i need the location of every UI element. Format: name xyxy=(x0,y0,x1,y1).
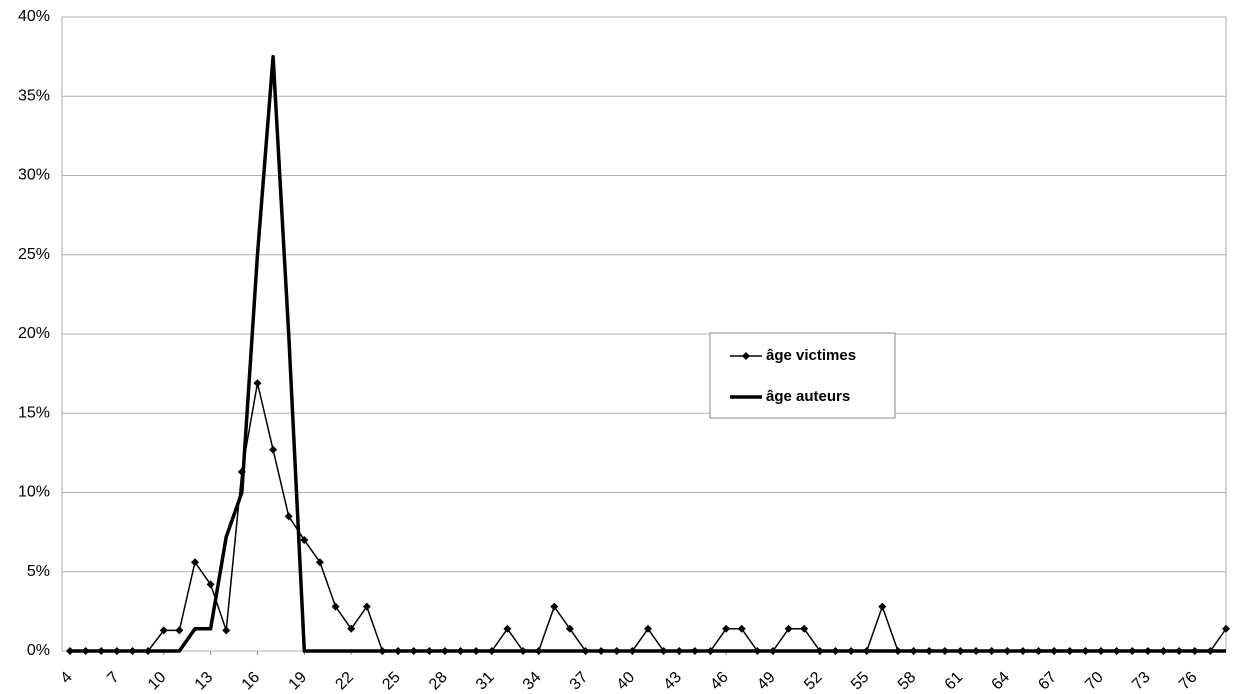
x-tick-label: 58 xyxy=(895,669,920,694)
x-tick-label: 25 xyxy=(379,669,404,694)
x-tick-label: 61 xyxy=(942,669,967,694)
legend: âge victimes âge auteurs xyxy=(709,332,896,419)
legend-label: âge auteurs xyxy=(766,388,850,405)
point-marker xyxy=(550,602,559,611)
y-tick-label: 10% xyxy=(18,484,50,501)
point-marker xyxy=(190,558,199,567)
x-tick-label: 16 xyxy=(239,669,264,694)
y-tick-label: 5% xyxy=(27,563,50,580)
point-marker xyxy=(878,602,887,611)
x-tick-label: 52 xyxy=(801,669,826,694)
x-tick-label: 4 xyxy=(57,669,75,687)
point-marker xyxy=(175,626,184,635)
point-marker xyxy=(800,624,809,633)
y-tick-label: 35% xyxy=(18,87,50,104)
x-tick-label: 76 xyxy=(1176,669,1201,694)
point-marker xyxy=(159,626,168,635)
x-tick-label: 67 xyxy=(1035,669,1060,694)
y-tick-label: 40% xyxy=(18,8,50,25)
x-tick-label: 31 xyxy=(473,669,498,694)
x-tick-label: 70 xyxy=(1082,669,1107,694)
x-tick-label: 13 xyxy=(192,669,217,694)
x-tick-label: 28 xyxy=(426,669,451,694)
x-tick-label: 43 xyxy=(660,669,685,694)
y-tick-label: 20% xyxy=(18,325,50,342)
x-tick-label: 34 xyxy=(520,669,545,694)
x-tick-label: 46 xyxy=(707,669,732,694)
legend-label: âge victimes xyxy=(766,347,856,364)
point-marker xyxy=(362,602,371,611)
x-tick-label: 37 xyxy=(567,669,592,694)
x-tick-label: 73 xyxy=(1129,669,1154,694)
legend-box xyxy=(709,332,896,419)
point-marker xyxy=(1222,624,1230,633)
point-marker xyxy=(300,536,309,545)
point-marker xyxy=(269,445,278,454)
point-marker xyxy=(284,512,293,521)
point-marker xyxy=(206,580,215,589)
x-tick-label: 7 xyxy=(104,669,122,687)
x-tick-label: 19 xyxy=(286,669,311,694)
point-marker xyxy=(565,624,574,633)
point-marker xyxy=(331,602,340,611)
point-marker xyxy=(737,624,746,633)
series-line xyxy=(70,382,1227,652)
x-tick-label: 64 xyxy=(989,669,1014,694)
series-line xyxy=(70,54,1226,653)
x-tick-label: 55 xyxy=(848,669,873,694)
x-tick-label: 49 xyxy=(754,669,779,694)
point-marker xyxy=(784,624,793,633)
x-tick-label: 10 xyxy=(145,669,170,694)
x-tick-label: 22 xyxy=(332,669,357,694)
y-tick-label: 15% xyxy=(18,404,50,421)
point-marker xyxy=(644,624,652,633)
y-tick-label: 0% xyxy=(27,642,50,659)
point-marker xyxy=(253,379,262,388)
y-tick-label: 25% xyxy=(18,246,50,263)
point-marker xyxy=(222,626,231,635)
point-marker xyxy=(347,624,356,633)
point-marker xyxy=(722,624,731,633)
point-marker xyxy=(315,558,324,567)
point-marker xyxy=(503,624,512,633)
x-tick-label: 40 xyxy=(614,669,639,694)
legend-marker xyxy=(742,352,750,360)
y-tick-label: 30% xyxy=(18,167,50,184)
